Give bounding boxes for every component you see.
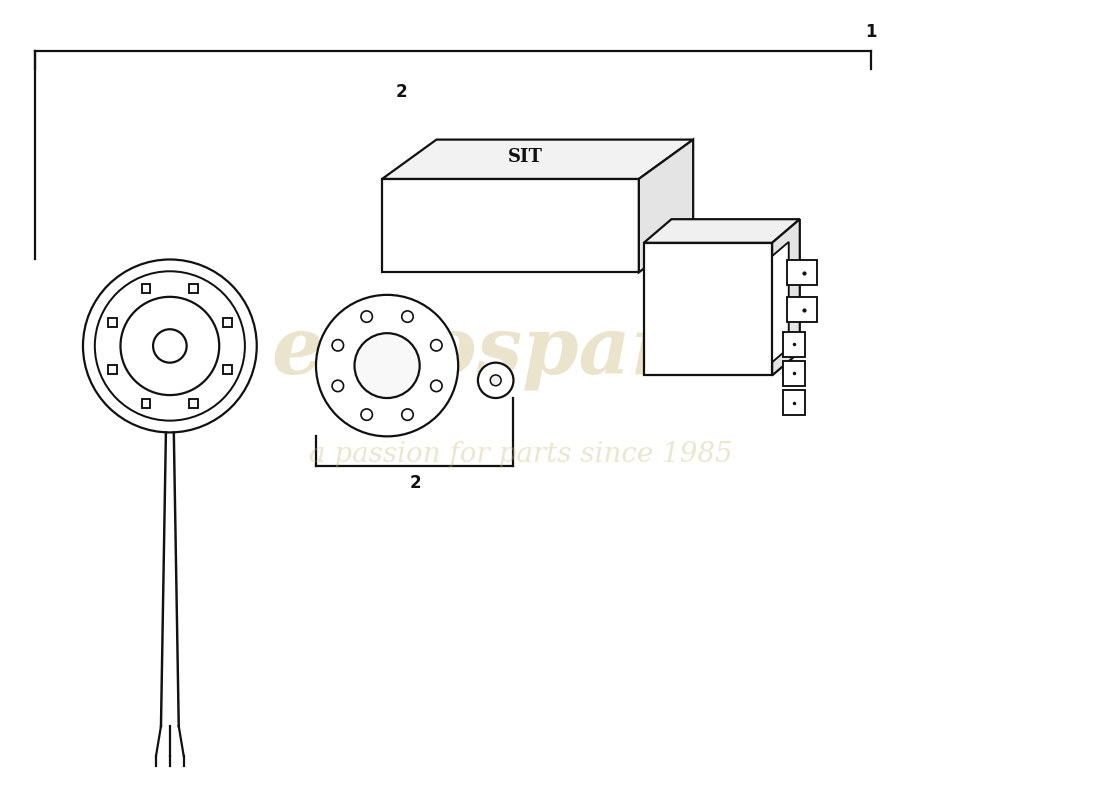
Bar (108, 318, 117, 326)
Bar (223, 318, 232, 326)
Bar (142, 284, 151, 293)
Bar (223, 366, 232, 374)
Bar (108, 366, 117, 374)
Bar (142, 398, 151, 407)
Polygon shape (644, 219, 800, 242)
Circle shape (477, 362, 514, 398)
Circle shape (430, 380, 442, 392)
Circle shape (354, 333, 420, 398)
Text: a passion for parts since 1985: a passion for parts since 1985 (309, 441, 733, 467)
Circle shape (82, 259, 256, 433)
Circle shape (332, 340, 343, 351)
Circle shape (402, 409, 414, 420)
Circle shape (316, 295, 459, 436)
Circle shape (402, 311, 414, 322)
Text: SIT: SIT (507, 148, 542, 166)
Bar (189, 398, 198, 407)
Bar (189, 284, 198, 293)
Bar (788, 260, 817, 286)
Circle shape (361, 409, 373, 420)
Bar (783, 361, 805, 386)
Bar (382, 179, 639, 272)
Text: 2: 2 (396, 82, 408, 101)
Polygon shape (382, 140, 693, 179)
Bar (788, 297, 817, 322)
Circle shape (361, 311, 373, 322)
Polygon shape (772, 242, 789, 362)
Polygon shape (639, 140, 693, 272)
Bar (644, 242, 772, 375)
Text: 1: 1 (865, 23, 877, 42)
Circle shape (332, 380, 343, 392)
Text: 2: 2 (410, 474, 421, 492)
Text: eurospares: eurospares (271, 312, 770, 390)
Circle shape (430, 340, 442, 351)
Polygon shape (772, 219, 800, 375)
Bar (783, 390, 805, 415)
Circle shape (491, 375, 502, 386)
Bar (783, 332, 805, 357)
